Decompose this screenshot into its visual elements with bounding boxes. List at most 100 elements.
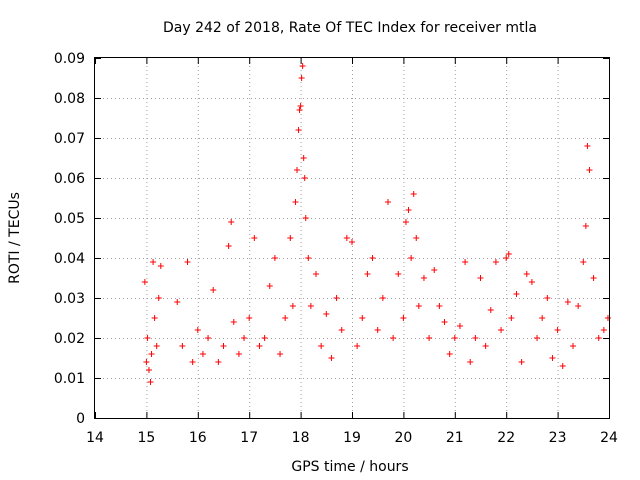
data-point — [246, 315, 253, 321]
data-point — [384, 199, 391, 205]
data-point — [301, 175, 308, 181]
data-point — [359, 315, 366, 321]
data-point — [505, 251, 512, 257]
data-point — [395, 271, 402, 277]
data-point — [482, 343, 489, 349]
data-point — [302, 215, 309, 221]
data-point — [143, 359, 150, 365]
data-point — [604, 315, 611, 321]
data-point — [251, 235, 258, 241]
y-tick-label: 0 — [76, 411, 85, 427]
data-point — [145, 367, 152, 373]
data-point — [261, 335, 268, 341]
data-point — [297, 103, 304, 109]
data-point — [431, 267, 438, 273]
data-point — [277, 351, 284, 357]
y-tick-label: 0.02 — [54, 331, 85, 347]
data-point — [408, 255, 415, 261]
x-tick-labels: 14 15 16 17 18 19 20 21 22 23 24 — [86, 430, 618, 446]
data-point — [575, 303, 582, 309]
data-point — [564, 299, 571, 305]
data-point — [415, 303, 422, 309]
data-point — [199, 351, 206, 357]
data-point — [157, 263, 164, 269]
data-point — [446, 351, 453, 357]
data-point — [467, 359, 474, 365]
data-point — [292, 199, 299, 205]
data-point — [503, 255, 510, 261]
data-point — [410, 191, 417, 197]
y-tick-label: 0.03 — [54, 291, 85, 307]
data-point — [205, 335, 212, 341]
x-tick-label: 22 — [497, 430, 515, 446]
data-point — [155, 295, 162, 301]
y-tick-label: 0.01 — [54, 371, 85, 387]
data-point — [299, 63, 306, 69]
data-point — [364, 271, 371, 277]
x-tick-label: 24 — [600, 430, 618, 446]
x-tick-label: 14 — [86, 430, 104, 446]
data-point — [570, 343, 577, 349]
data-points — [141, 63, 611, 385]
data-point — [153, 343, 160, 349]
data-point — [338, 327, 345, 333]
data-point — [441, 319, 448, 325]
data-point — [354, 343, 361, 349]
x-tick-label: 19 — [343, 430, 361, 446]
data-point — [228, 219, 235, 225]
y-tick-label: 0.05 — [54, 211, 85, 227]
data-point — [369, 255, 376, 261]
data-point — [179, 343, 186, 349]
y-tick-label: 0.04 — [54, 251, 85, 267]
data-point — [287, 235, 294, 241]
data-point — [189, 359, 196, 365]
data-point — [420, 275, 427, 281]
data-point — [586, 167, 593, 173]
data-point — [456, 323, 463, 329]
data-point — [225, 243, 232, 249]
data-point — [477, 275, 484, 281]
data-point — [590, 275, 597, 281]
data-point — [241, 335, 248, 341]
data-point — [413, 235, 420, 241]
data-point — [305, 255, 312, 261]
data-point — [534, 335, 541, 341]
data-point — [313, 271, 320, 277]
data-point — [295, 127, 302, 133]
data-point — [147, 379, 154, 385]
data-point — [256, 343, 263, 349]
plot-frame — [94, 57, 610, 419]
data-point — [174, 299, 181, 305]
data-point — [282, 315, 289, 321]
data-point — [600, 327, 607, 333]
data-point — [544, 295, 551, 301]
data-point — [151, 315, 158, 321]
y-tick-labels: 0 0.01 0.02 0.03 0.04 0.05 0.06 0.07 0.08 0.09 — [54, 51, 85, 427]
data-point — [307, 303, 314, 309]
data-point — [294, 167, 301, 173]
x-tick-label: 21 — [446, 430, 464, 446]
y-tick-label: 0.09 — [54, 51, 85, 67]
data-point — [582, 223, 589, 229]
data-point — [436, 303, 443, 309]
data-point — [498, 327, 505, 333]
x-tick-label: 16 — [189, 430, 207, 446]
data-point — [492, 259, 499, 265]
x-tick-label: 20 — [394, 430, 412, 446]
data-point — [554, 327, 561, 333]
x-axis-label: GPS time / hours — [291, 459, 408, 475]
data-point — [296, 107, 303, 113]
data-point — [549, 355, 556, 361]
axis-ticks — [95, 58, 610, 419]
data-point — [487, 307, 494, 313]
data-point — [328, 355, 335, 361]
data-point — [379, 295, 386, 301]
data-point — [518, 359, 525, 365]
x-tick-label: 18 — [292, 430, 310, 446]
data-point — [144, 335, 151, 341]
x-tick-label: 17 — [240, 430, 258, 446]
data-point — [184, 259, 191, 265]
data-point — [426, 335, 433, 341]
data-point — [539, 315, 546, 321]
